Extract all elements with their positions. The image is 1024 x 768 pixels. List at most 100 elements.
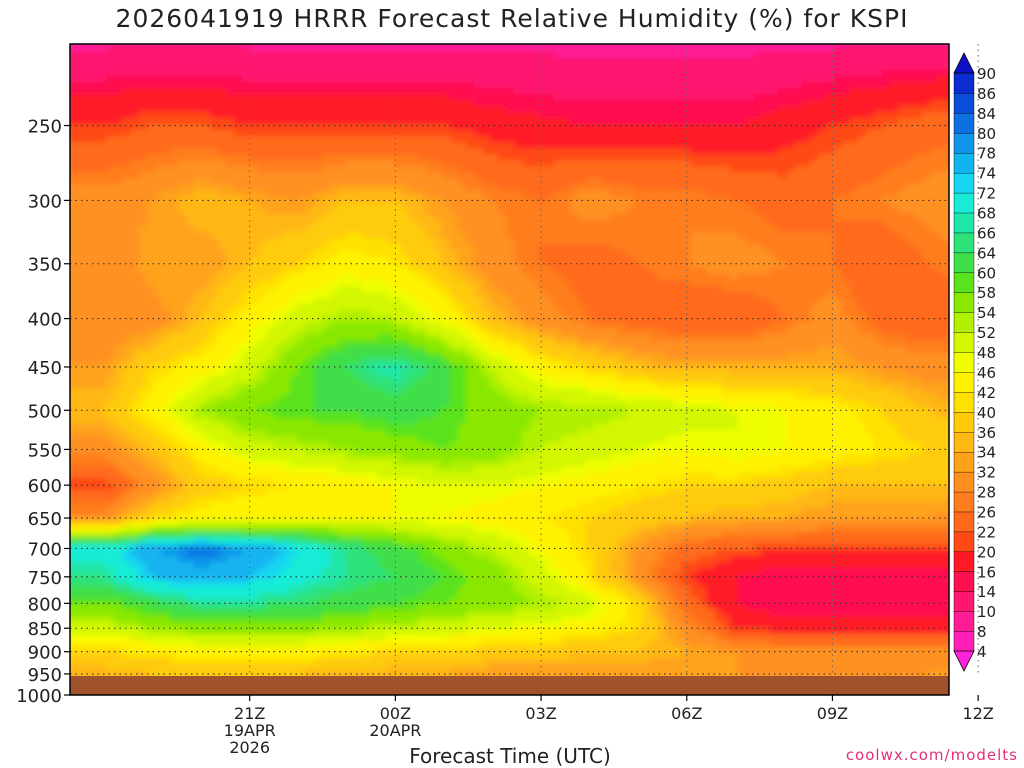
rh-cell-1024 bbox=[266, 94, 275, 101]
rh-cell-4426 bbox=[842, 274, 851, 281]
rh-cell-3454 bbox=[170, 226, 179, 233]
rh-cell-1463 bbox=[226, 118, 235, 125]
rh-cell-1168 bbox=[530, 100, 539, 107]
rh-cell-1455 bbox=[162, 118, 171, 125]
rh-cell-2301 bbox=[714, 160, 723, 167]
rh-cell-2618 bbox=[586, 178, 595, 185]
rh-cell-2993 bbox=[922, 196, 931, 203]
rh-cell-2937 bbox=[474, 196, 483, 203]
rh-cell-4336 bbox=[122, 274, 131, 281]
rh-cell-1063 bbox=[578, 94, 587, 101]
rh-cell-4628 bbox=[682, 286, 691, 293]
rh-cell-4902 bbox=[210, 304, 219, 311]
rh-cell-792 bbox=[186, 82, 195, 89]
rh-cell-1188 bbox=[690, 100, 699, 107]
rh-cell-3686 bbox=[250, 238, 259, 245]
rh-cell-871 bbox=[818, 82, 827, 89]
rh-cell-3206 bbox=[850, 208, 859, 215]
rh-cell-1429 bbox=[842, 112, 851, 119]
rh-cell-3272 bbox=[490, 214, 499, 221]
rh-cell-1966 bbox=[698, 142, 707, 149]
rh-cell-2292 bbox=[642, 160, 651, 167]
rh-cell-978 bbox=[786, 88, 795, 95]
rh-cell-1410 bbox=[690, 112, 699, 119]
rh-cell-869 bbox=[802, 82, 811, 89]
rh-cell-3654 bbox=[882, 232, 891, 239]
rh-cell-4434 bbox=[906, 274, 915, 281]
rh-cell-4287 bbox=[618, 268, 627, 275]
rh-cell-1425 bbox=[810, 112, 819, 119]
rh-cell-2763 bbox=[858, 184, 867, 191]
rh-cell-3581 bbox=[298, 232, 307, 239]
rh-cell-4781 bbox=[130, 298, 139, 305]
rh-cell-4544 bbox=[898, 280, 907, 287]
rh-cell-4759 bbox=[842, 292, 851, 299]
rh-cell-213 bbox=[882, 46, 891, 53]
rh-cell-3880 bbox=[914, 244, 923, 251]
rh-cell-252 bbox=[306, 52, 315, 59]
rh-cell-1254 bbox=[330, 106, 339, 113]
rh-cell-1552 bbox=[938, 118, 947, 125]
rh-cell-4205 bbox=[850, 262, 859, 269]
rh-cell-508 bbox=[578, 64, 587, 71]
rh-cell-1032 bbox=[330, 94, 339, 101]
rh-cell-963 bbox=[666, 88, 675, 95]
rh-cell-794 bbox=[202, 82, 211, 89]
rh-cell-3739 bbox=[674, 238, 683, 245]
rh-cell-3079 bbox=[722, 202, 731, 209]
rh-cell-3580 bbox=[290, 232, 299, 239]
rh-cell-1092 bbox=[810, 94, 819, 101]
rh-cell-3656 bbox=[898, 232, 907, 239]
rh-cell-741 bbox=[666, 76, 675, 83]
rh-cell-1729 bbox=[578, 130, 587, 137]
rh-cell-4473 bbox=[330, 280, 339, 287]
rh-cell-4615 bbox=[578, 286, 587, 293]
rh-cell-1497 bbox=[498, 118, 507, 125]
rh-cell-2201 bbox=[802, 154, 811, 161]
rh-cell-4695 bbox=[330, 292, 339, 299]
rh-cell-736 bbox=[626, 76, 635, 83]
rh-cell-2342 bbox=[154, 166, 163, 173]
rh-cell-1115 bbox=[106, 100, 115, 107]
rh-cell-4429 bbox=[866, 274, 875, 281]
rh-cell-1194 bbox=[738, 100, 747, 107]
rh-cell-4438 bbox=[938, 274, 947, 281]
rh-cell-3500 bbox=[538, 226, 547, 233]
rh-cell-2689 bbox=[266, 184, 275, 191]
rh-cell-436 bbox=[890, 58, 899, 65]
rh-cell-2174 bbox=[586, 154, 595, 161]
rh-cell-3535 bbox=[818, 226, 827, 233]
rh-cell-3684 bbox=[234, 238, 243, 245]
rh-cell-1164 bbox=[498, 100, 507, 107]
rh-cell-577 bbox=[242, 70, 251, 77]
rh-cell-4109 bbox=[82, 262, 91, 269]
rh-cell-1033 bbox=[338, 94, 347, 101]
rh-cell-4189 bbox=[722, 262, 731, 269]
rh-cell-858 bbox=[714, 82, 723, 89]
rh-cell-3778 bbox=[98, 244, 107, 251]
rh-cell-506 bbox=[562, 64, 571, 71]
rh-cell-455 bbox=[154, 64, 163, 71]
rh-cell-983 bbox=[826, 88, 835, 95]
rh-cell-3900 bbox=[186, 250, 195, 257]
rh-cell-3409 bbox=[698, 220, 707, 227]
rh-cell-2680 bbox=[194, 184, 203, 191]
rh-cell-2075 bbox=[682, 148, 691, 155]
rh-cell-1424 bbox=[802, 112, 811, 119]
rh-cell-439 bbox=[914, 58, 923, 65]
rh-cell-1705 bbox=[386, 130, 395, 137]
rh-cell-1774 bbox=[938, 130, 947, 137]
rh-cell-819 bbox=[402, 82, 411, 89]
rh-cell-2932 bbox=[434, 196, 443, 203]
rh-cell-4396 bbox=[602, 274, 611, 281]
rh-cell-3263 bbox=[418, 214, 427, 221]
rh-cell-1365 bbox=[330, 112, 339, 119]
rh-cell-1639 bbox=[746, 124, 755, 131]
rh-cell-3022 bbox=[266, 202, 275, 209]
rh-cell-3790 bbox=[194, 244, 203, 251]
rh-cell-4742 bbox=[706, 292, 715, 299]
rh-cell-2726 bbox=[562, 184, 571, 191]
rh-cell-1299 bbox=[690, 106, 699, 113]
rh-cell-2077 bbox=[698, 148, 707, 155]
rh-cell-1292 bbox=[634, 106, 643, 113]
